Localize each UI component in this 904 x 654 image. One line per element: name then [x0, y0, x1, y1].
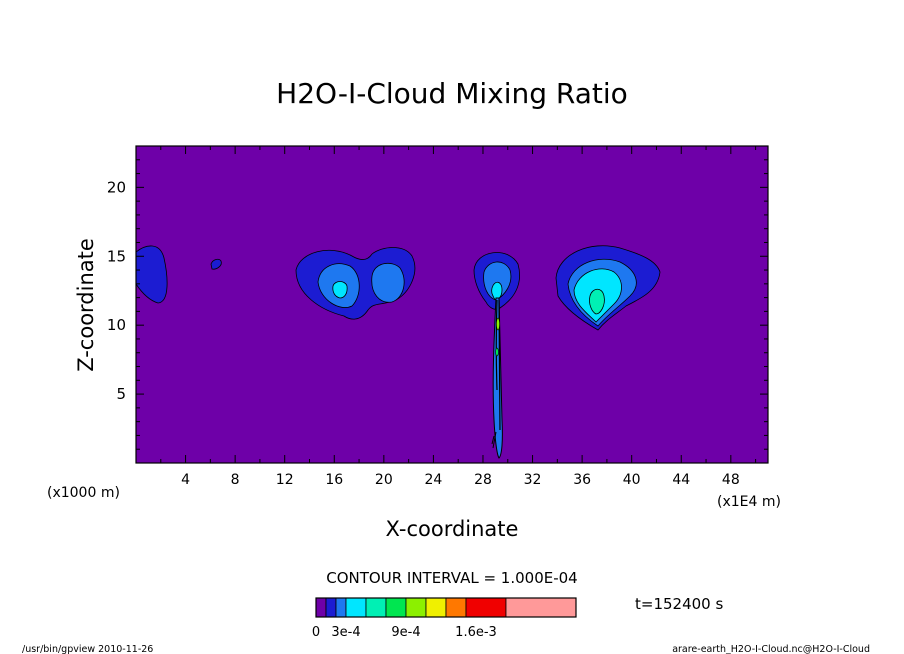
- legend-tick-label: 9e-4: [391, 625, 420, 640]
- x-tick-label: 36: [573, 472, 591, 488]
- column-core-lower: [495, 347, 499, 357]
- x-tick-label: 12: [276, 472, 294, 488]
- contour-interval-label: CONTOUR INTERVAL = 1.000E-04: [326, 569, 577, 587]
- y-tick-label: 5: [116, 385, 126, 403]
- legend-swatch: [345, 597, 367, 618]
- central-cloud-core: [491, 281, 503, 300]
- x-tick-label: 16: [325, 472, 343, 488]
- column-core-upper: [496, 317, 500, 331]
- legend-swatch: [405, 597, 427, 618]
- x-tick-label: 8: [231, 472, 240, 488]
- y-axis-label: Z-coordinate: [74, 238, 98, 372]
- legend-frame: [315, 597, 577, 618]
- x-axis-label: X-coordinate: [386, 517, 519, 541]
- legend-swatch: [315, 597, 327, 618]
- plot-frame: [135, 145, 769, 464]
- color-legend: 0 3e-4 9e-4 1.6e-3: [312, 597, 577, 640]
- y-tick-label: 10: [107, 316, 126, 334]
- x-tick-label: 48: [722, 472, 740, 488]
- double-cloud-inner-right: [371, 262, 405, 303]
- y-unit-label: (x1000 m): [47, 485, 120, 501]
- x-tick-label: 40: [623, 472, 641, 488]
- plot-background: [136, 146, 768, 463]
- left-edge-cloud: [135, 245, 168, 304]
- legend-tick-label: 0: [312, 625, 320, 640]
- right-cloud-core: [589, 288, 605, 315]
- central-cloud-mid: [483, 261, 512, 301]
- footer-right: arare-earth_H2O-I-Cloud.nc@H2O-I-Cloud: [672, 644, 870, 654]
- legend-swatch: [365, 597, 387, 618]
- column-contour-lines: [495, 299, 501, 431]
- x-tick-label: 20: [375, 472, 393, 488]
- small-blob: [210, 258, 222, 270]
- legend-swatch: [505, 597, 577, 618]
- legend-tick-label: 3e-4: [331, 625, 360, 640]
- y-tick-label: 15: [107, 247, 126, 265]
- column-base-lines: [491, 431, 497, 449]
- legend-swatch: [445, 597, 467, 618]
- x-tick-label: 28: [474, 472, 492, 488]
- x-tick-label: 4: [181, 472, 190, 488]
- y-tick-label: 20: [107, 178, 126, 196]
- double-cloud-core: [332, 281, 348, 299]
- legend-swatch: [325, 597, 337, 618]
- x-tick-label: 24: [424, 472, 442, 488]
- legend-swatch: [385, 597, 407, 618]
- x-tick-label: 32: [524, 472, 542, 488]
- footer-left: /usr/bin/gpview 2010-11-26: [22, 644, 153, 654]
- chart-title: H2O-I-Cloud Mixing Ratio: [276, 77, 628, 110]
- legend-swatch: [425, 597, 447, 618]
- legend-swatch: [335, 597, 347, 618]
- legend-tick-label: 1.6e-3: [455, 625, 497, 640]
- cloud-contours: [135, 245, 661, 459]
- time-label: t=152400 s: [635, 595, 723, 613]
- x-unit-label: (x1E4 m): [717, 494, 781, 510]
- legend-swatch: [465, 597, 507, 618]
- x-tick-label: 44: [672, 472, 690, 488]
